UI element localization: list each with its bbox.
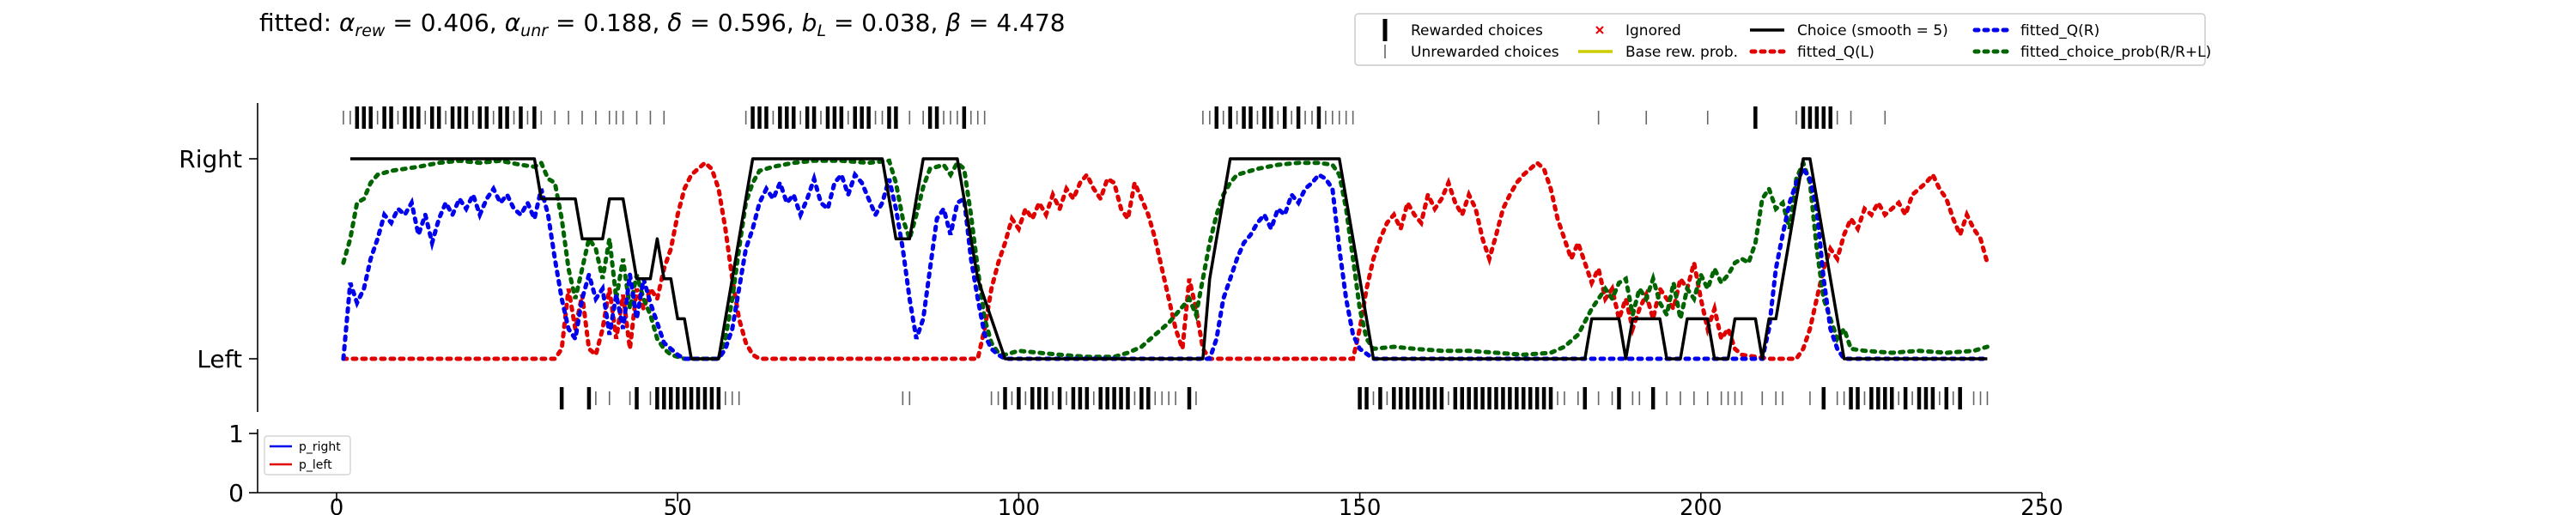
fitted-q-right-line <box>341 164 1990 361</box>
fitted-q-left-line <box>341 160 1990 361</box>
sub-y-tick-label: 1 <box>228 420 244 448</box>
rewarded-right-tick-group <box>355 106 1832 129</box>
title-param-value: = 0.188, <box>548 9 667 37</box>
unrewarded-right-tick-group <box>343 111 1886 124</box>
sub-legend-label-p_left: p_left <box>299 458 332 472</box>
title-param-symbol: b <box>802 9 817 37</box>
x-tick-label: 200 <box>1680 495 1722 515</box>
legend-label-cp: fitted_choice_prob(R/R+L) <box>2020 44 2211 61</box>
y-tick-label: Left <box>197 345 242 373</box>
legend-label-qr: fitted_Q(R) <box>2020 22 2099 39</box>
title-param-value: = 0.406, <box>385 9 504 37</box>
legend-swatch-ignored <box>1595 26 1604 34</box>
x-tick-label: 50 <box>664 495 692 515</box>
x-tick-label: 100 <box>998 495 1041 515</box>
x-tick-label: 150 <box>1339 495 1382 515</box>
fitted-choice-prob-line <box>341 156 1990 361</box>
chart-title: fitted: αrew = 0.406, αunr = 0.188, δ = … <box>259 9 1066 40</box>
x-tick-label: 250 <box>2020 495 2063 515</box>
title-param-symbol: α <box>505 9 521 37</box>
sub-plot-axes: 0 1 0 50 100 150 200 250 <box>228 420 2063 515</box>
legend-label-choice: Choice (smooth = 5) <box>1797 22 1948 39</box>
sub-legend-label-p_right: p_right <box>299 440 341 454</box>
sub-y-tick-label: 0 <box>228 479 244 507</box>
rewarded-left-tick-group <box>559 387 1962 409</box>
main-legend: Rewarded choices Ignored Choice (smooth = … <box>1354 13 2211 66</box>
title-param-symbol: δ <box>667 9 682 37</box>
sub-legend: p_right p_left <box>264 435 351 476</box>
title-param-symbol: α <box>339 9 355 37</box>
title-param-value: = 0.038, <box>826 9 945 37</box>
legend-label-base: Base rew. prob. <box>1625 44 1738 61</box>
title-prefix: fitted: <box>259 9 339 37</box>
title-param-symbol: β <box>945 9 961 37</box>
y-tick-label: Right <box>179 145 242 173</box>
unrewarded-left-tick-group <box>595 391 1989 405</box>
title-param-subscript: rew <box>355 21 386 40</box>
legend-label-unrewarded: Unrewarded choices <box>1411 44 1559 61</box>
title-param-subscript: unr <box>520 21 549 40</box>
title-param-subscript: L <box>817 21 826 40</box>
legend-label-ql: fitted_Q(L) <box>1797 44 1874 61</box>
legend-label-ignored: Ignored <box>1625 22 1681 39</box>
choice-smooth-line <box>349 157 1988 360</box>
title-param-value: = 4.478 <box>961 9 1065 37</box>
main-plot-axes: Left Right <box>179 103 1990 412</box>
x-tick-label: 0 <box>330 495 344 515</box>
legend-label-rewarded: Rewarded choices <box>1411 22 1543 39</box>
title-param-value: = 0.596, <box>682 9 801 37</box>
